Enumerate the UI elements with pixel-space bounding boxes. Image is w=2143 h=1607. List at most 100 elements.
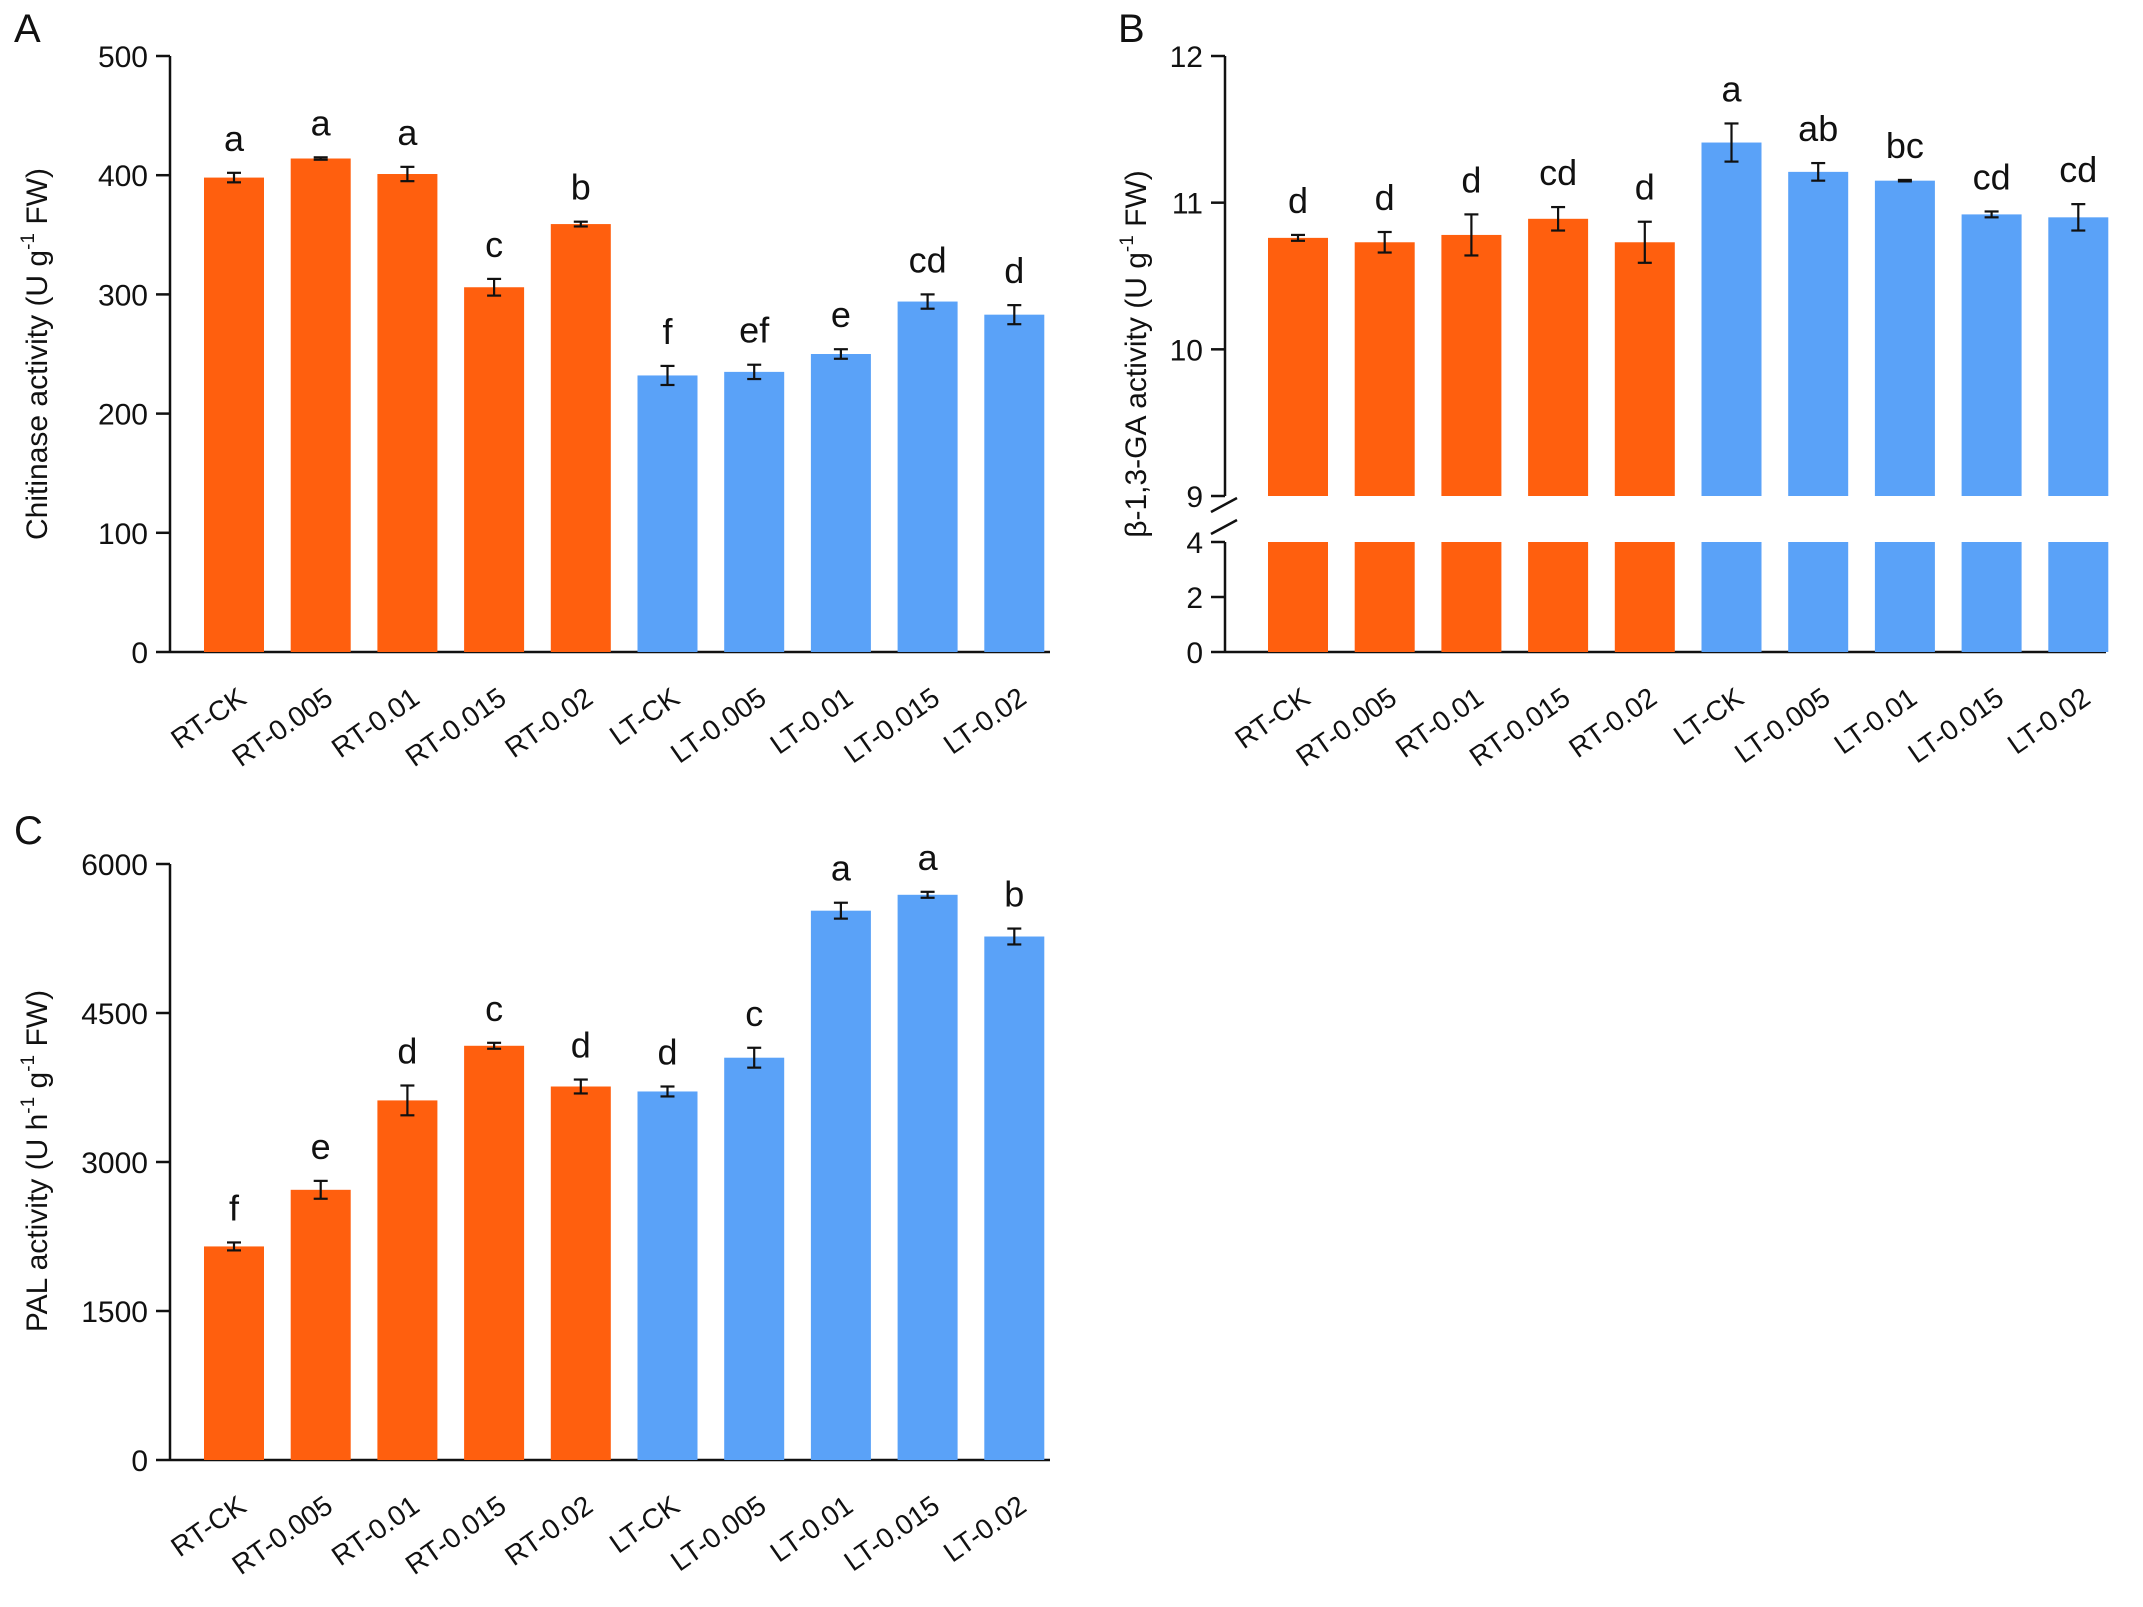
panel-a-y-axis-title: Chitinase activity (U g-1 FW) xyxy=(18,168,54,540)
panel-b-ytick-label: 10 xyxy=(1170,334,1203,367)
panel-b-bar xyxy=(1354,242,1415,496)
panel-a-significance-letter: e xyxy=(831,294,851,335)
panel-a-bar xyxy=(984,314,1045,652)
panel-a-xtick-label: LT-0.015 xyxy=(838,682,945,770)
panel-c-letter: C xyxy=(14,809,43,853)
panel-b-error-bar xyxy=(1377,230,1392,254)
panel-a-significance-letter: a xyxy=(397,112,418,153)
panel-b-significance-letter: bc xyxy=(1886,125,1924,166)
panel-b-bar xyxy=(1874,180,1935,496)
panel-a-significance-letter: a xyxy=(311,102,332,143)
panel-b-bar xyxy=(1614,242,1675,496)
panel-a-error-bar xyxy=(747,363,762,381)
panel-b-bar-lower-segment xyxy=(1268,542,1328,652)
panel-a-xtick-label: LT-0.005 xyxy=(665,682,772,770)
panel-c-significance-letter: c xyxy=(485,988,503,1029)
panel-c-xtick-label: LT-0.02 xyxy=(938,1490,1032,1569)
panel-c-bar xyxy=(724,1057,785,1460)
panel-a-bar xyxy=(204,177,264,653)
panel-a-error-bar xyxy=(313,156,328,161)
panel-c-ytick-label: 6000 xyxy=(81,849,148,882)
panel-b-significance-letter: d xyxy=(1375,177,1395,218)
panel-c-bar xyxy=(637,1091,698,1460)
panel-c-ytick-label: 3000 xyxy=(81,1147,148,1180)
panel-b-error-bar xyxy=(1464,213,1479,257)
panel-c-xtick-label: LT-0.015 xyxy=(838,1490,945,1578)
panel-a-ytick-label: 300 xyxy=(98,279,148,312)
panel-a-ytick-label: 500 xyxy=(98,41,148,74)
panel-b-significance-letter: cd xyxy=(1539,152,1577,193)
panel-c-error-bar xyxy=(573,1078,588,1095)
panel-a-significance-letter: cd xyxy=(909,239,947,280)
panel-c-bar xyxy=(377,1100,438,1460)
panel-b-significance-letter: a xyxy=(1721,68,1742,109)
panel-a-bar xyxy=(810,354,871,652)
panel-b-bar xyxy=(1961,214,2022,496)
panel-a-ytick-label: 200 xyxy=(98,399,148,432)
panel-a-significance-letter: c xyxy=(485,224,503,265)
panel-b-ytick-label: 11 xyxy=(1172,188,1203,221)
panel-b-ytick-label: 12 xyxy=(1170,41,1203,74)
panel-a-significance-letter: a xyxy=(224,118,245,159)
panel-b-xtick-label: LT-0.015 xyxy=(1902,682,2009,770)
panel-b-bar-lower-segment xyxy=(1441,542,1502,652)
panel-b-bar-lower-segment xyxy=(1874,542,1935,652)
panel-b-error-bar xyxy=(1724,122,1739,163)
panel-c-error-bar xyxy=(833,901,848,920)
panel-b-bar xyxy=(1701,142,1762,497)
panel-a-significance-letter: d xyxy=(1004,250,1024,291)
panel-a-letter: A xyxy=(14,7,41,51)
panel-b-bar xyxy=(1788,171,1849,496)
panel-c-ytick-label: 1500 xyxy=(81,1296,148,1329)
panel-b-y-axis-title: β-1,3-GA activity (U g-1 FW) xyxy=(1117,170,1153,538)
panel-b-significance-letter: ab xyxy=(1798,108,1838,149)
panel-c-error-bar xyxy=(313,1179,328,1200)
panel-a-error-bar xyxy=(487,277,502,297)
panel-c-bar xyxy=(464,1045,525,1460)
panel-b-bar-lower-segment xyxy=(2048,542,2109,652)
panel-b-bar-lower-segment xyxy=(1788,542,1849,652)
panel-a-bar xyxy=(464,287,525,652)
panel-a-error-bar xyxy=(573,220,588,228)
panel-b-glucanase-chart: Bβ-1,3-GA activity (U g-1 FW) 0 2 4 9 10 11 12 d… xyxy=(1117,7,2109,773)
panel-a-ytick-label: 400 xyxy=(98,160,148,193)
panel-c-significance-letter: f xyxy=(229,1187,240,1228)
panel-c-significance-letter: a xyxy=(918,837,939,878)
panel-b-bar-lower-segment xyxy=(1701,542,1762,652)
panel-c-significance-letter: d xyxy=(657,1032,677,1073)
panel-b-ytick-label: 2 xyxy=(1186,582,1203,615)
panel-c-significance-letter: c xyxy=(745,993,763,1034)
panel-b-significance-letter: d xyxy=(1288,180,1308,221)
panel-a-significance-letter: b xyxy=(571,167,591,208)
panel-b-significance-letter: cd xyxy=(2059,149,2097,190)
panel-a-error-bar xyxy=(660,364,675,387)
panel-a-significance-letter: f xyxy=(662,311,673,352)
panel-c-xtick-label: RT-0.02 xyxy=(499,1490,598,1572)
panel-c-bar xyxy=(550,1086,611,1460)
panel-b-ytick-label: 9 xyxy=(1186,481,1203,514)
panel-c-significance-letter: e xyxy=(311,1126,331,1167)
panel-a-xtick-label: RT-0.02 xyxy=(499,682,598,764)
panel-c-xtick-label: LT-0.005 xyxy=(665,1490,772,1578)
panel-a-xtick-label: LT-0.02 xyxy=(938,682,1032,761)
panel-b-error-bar xyxy=(1637,220,1652,264)
panel-b-xtick-label: RT-0.02 xyxy=(1563,682,1662,764)
panel-c-bar xyxy=(204,1246,264,1460)
panel-b-error-bar xyxy=(1551,205,1566,232)
panel-b-bar xyxy=(1528,218,1589,497)
panel-a-ytick-label: 0 xyxy=(131,637,148,670)
panel-b-error-bar xyxy=(1291,233,1305,242)
panel-b-bar xyxy=(1441,234,1502,496)
panel-b-xtick-label: LT-0.02 xyxy=(2002,682,2096,761)
panel-a-error-bar xyxy=(833,348,848,360)
panel-b-letter: B xyxy=(1118,7,1145,51)
panel-c-error-bar xyxy=(487,1041,502,1050)
panel-a-bar xyxy=(377,174,438,652)
panel-c-significance-letter: b xyxy=(1004,874,1024,915)
panel-a-error-bar xyxy=(400,165,415,183)
panel-c-significance-letter: d xyxy=(397,1031,417,1072)
panel-b-error-bar xyxy=(2071,203,2086,232)
